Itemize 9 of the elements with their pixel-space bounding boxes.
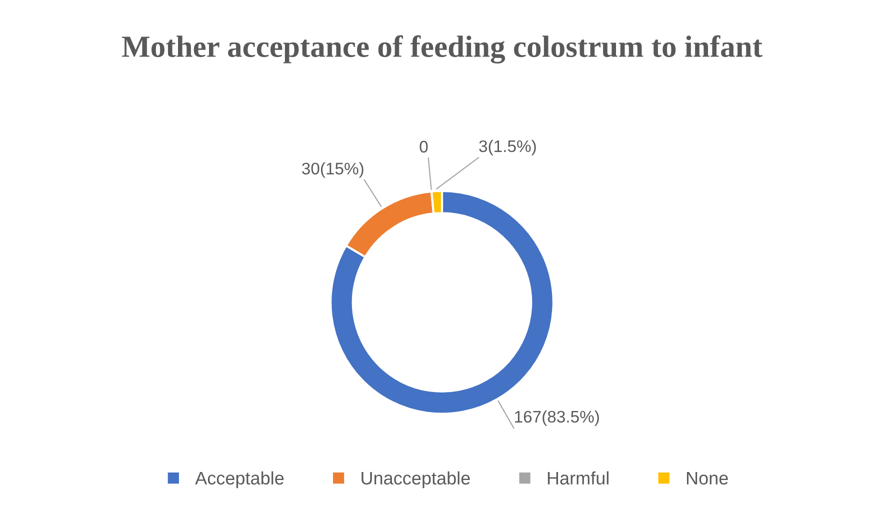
data-label: 3(1.5%) [479, 140, 536, 156]
data-label: 167(83.5%) [515, 410, 599, 426]
data-label: 30(15%) [302, 162, 364, 178]
legend-label: None [686, 472, 728, 485]
legend-label: Acceptable [195, 471, 284, 488]
legend-label: Harmful [548, 471, 608, 485]
text: 0 [420, 140, 428, 153]
legend-label: Unacceptable [362, 471, 470, 488]
chart-title: Mother acceptance of feeding colostrum to infant [122, 35, 762, 64]
